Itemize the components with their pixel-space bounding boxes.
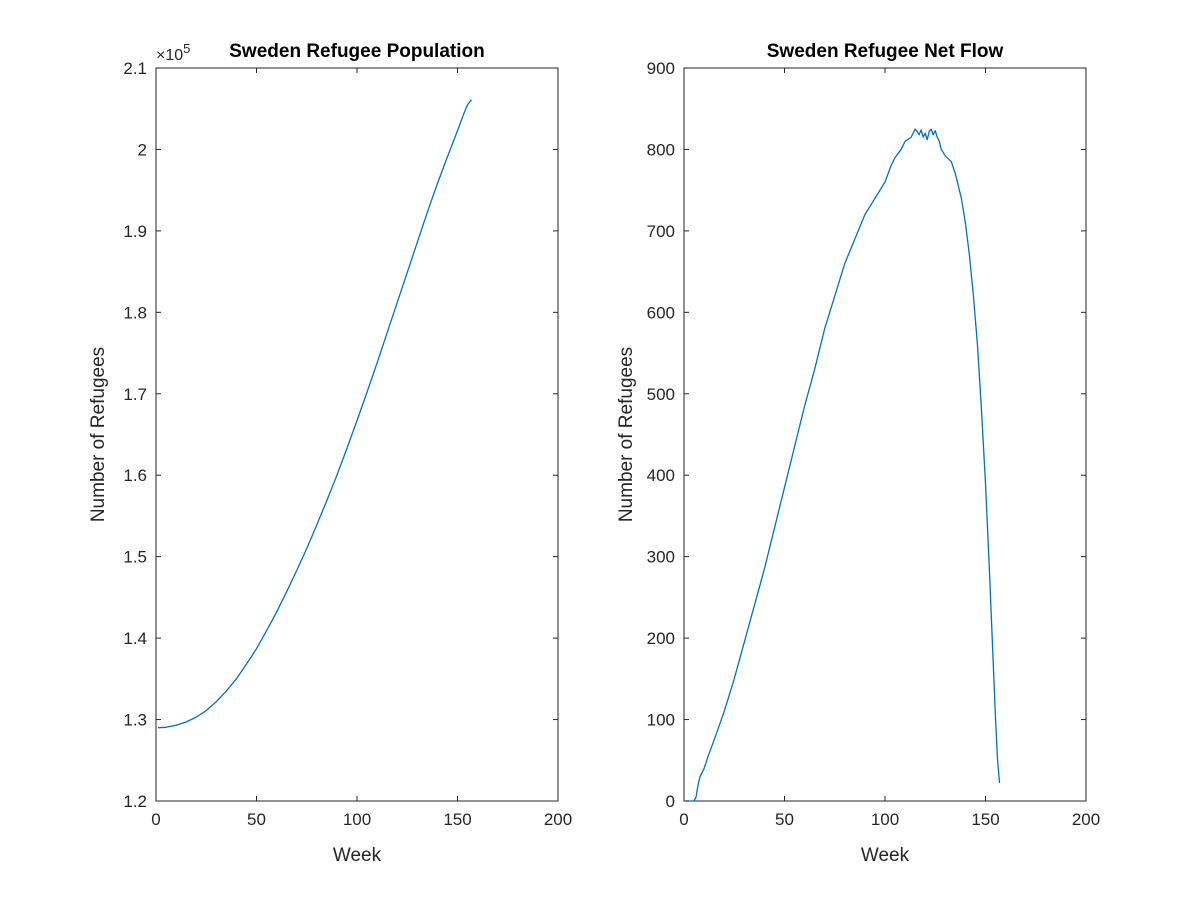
y-tick-label: 0: [666, 792, 675, 811]
chart-title: Sweden Refugee Population: [229, 41, 484, 62]
x-tick-label: 0: [679, 810, 688, 829]
y-tick-label: 100: [647, 711, 675, 730]
y-tick-label: 700: [647, 222, 675, 241]
y-exponent-value: 5: [183, 41, 190, 56]
y-tick-label: 2.1: [123, 59, 147, 78]
chart-title: Sweden Refugee Net Flow: [767, 41, 1004, 62]
series-line: [686, 128, 1001, 802]
axes-box: [683, 67, 1087, 802]
y-tick-label: 2: [138, 140, 147, 159]
y-tick-label: 600: [647, 303, 675, 322]
chart-net-flow: 0 50 100 150 200 0 100 200 300 400 500 600 700 800 900…: [616, 41, 1100, 866]
y-tick-label: 1.6: [123, 466, 147, 485]
x-axis-label: Week: [333, 845, 382, 866]
y-tick-label: 1.9: [123, 222, 147, 241]
x-tick-label: 150: [971, 810, 999, 829]
y-tick-label: 400: [647, 466, 675, 485]
x-tick-label: 200: [544, 810, 572, 829]
y-tick-label: 1.3: [123, 711, 147, 730]
y-tick-label: 200: [647, 629, 675, 648]
x-tick-label: 100: [871, 810, 899, 829]
y-tick-label: 500: [647, 385, 675, 404]
y-tick-label: 800: [647, 140, 675, 159]
x-tick-label: 150: [443, 810, 471, 829]
y-tick-label: 1.5: [123, 548, 147, 567]
axes-box: [155, 67, 559, 802]
x-tick-label: 0: [151, 810, 160, 829]
chart-population: 0 50 100 150 200 1.2 1.3 1.4 1.5 1.6 1.7 1.8 1.9 2 2.1…: [88, 41, 572, 866]
y-tick-label: 900: [647, 59, 675, 78]
y-axis-label: Number of Refugees: [88, 347, 109, 522]
x-tick-label: 50: [247, 810, 266, 829]
y-tick-label: 300: [647, 548, 675, 567]
y-axis-label: Number of Refugees: [616, 347, 637, 522]
x-axis-label: Week: [861, 845, 910, 866]
series-line: [157, 99, 473, 729]
y-tick-label: 1.8: [123, 303, 147, 322]
x-tick-label: 50: [775, 810, 794, 829]
x-tick-label: 200: [1072, 810, 1100, 829]
y-tick-label: 1.4: [123, 629, 147, 648]
y-tick-label: 1.7: [123, 385, 147, 404]
y-tick-label: 1.2: [123, 792, 147, 811]
x-tick-label: 100: [343, 810, 371, 829]
y-exponent-label: ×105: [156, 41, 190, 64]
